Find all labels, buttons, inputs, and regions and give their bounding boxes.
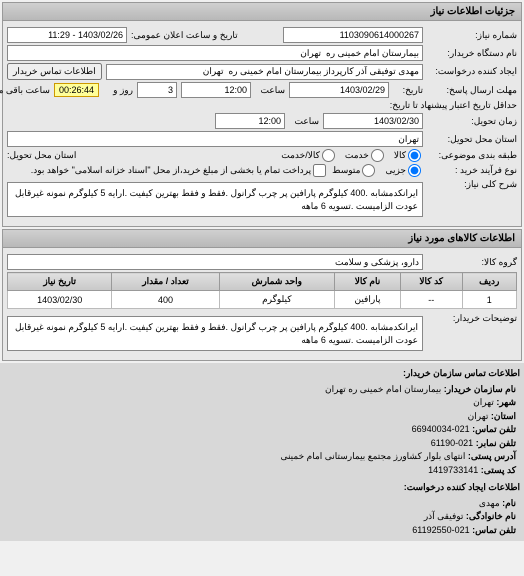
buyer-note-row: توضیحات خریدار: ایرانکدمشابه .400 کیلوگر… <box>7 313 517 354</box>
delivery-label: زمان تحویل: <box>427 116 517 127</box>
td-5: 1403/02/30 <box>8 291 112 309</box>
th-5: تاریخ نیاز <box>8 273 112 291</box>
floor-label: طبقه بندی موضوعی: <box>427 150 517 161</box>
creator-row: ایجاد کننده درخواست: اطلاعات تماس خریدار <box>7 63 517 80</box>
fax-line: تلفن نمابر: 021-61190 <box>4 437 516 451</box>
buyer-label: نام دستگاه خریدار: <box>427 48 517 59</box>
phone-line: تلفن تماس: 021-66940034 <box>4 423 516 437</box>
days-unit: روز و <box>103 85 133 96</box>
purchase-radio-1[interactable] <box>408 164 421 177</box>
table-row[interactable]: 1 -- پارافین کیلوگرم 400 1403/02/30 <box>8 291 517 309</box>
buyer-field[interactable] <box>7 45 423 61</box>
contact-section: اطلاعات تماس سازمان خریدار: نام سازمان خ… <box>0 363 524 541</box>
address-line: آدرس پستی: انتهای بلوار کشاورز مجتمع بیم… <box>4 450 516 464</box>
td-3: کیلوگرم <box>219 291 334 309</box>
floor-radio-1[interactable] <box>408 149 421 162</box>
family-line: نام خانوادگی: توفیقی آذر <box>4 510 516 524</box>
td-1: -- <box>401 291 462 309</box>
delivery-time-label: ساعت <box>289 116 319 127</box>
remaining-label: ساعت باقی مانده <box>0 85 50 96</box>
from-label: تاریخ: <box>393 85 423 96</box>
postal-line: کد پستی: 1419733141 <box>4 464 516 478</box>
desc-box: ایرانکدمشابه .400 کیلوگرم پارافین پر چرب… <box>7 182 423 217</box>
location-label: استان محل تحویل: <box>427 134 517 145</box>
request-no-label: شماره نیاز: <box>427 30 517 41</box>
deadline-time[interactable] <box>181 82 251 98</box>
goods-table: ردیف کد کالا نام کالا واحد شمارش تعداد /… <box>7 272 517 309</box>
deadline-label: مهلت ارسال پاسخ: <box>427 85 517 96</box>
buyer-note-label: توضیحات خریدار: <box>427 313 517 324</box>
td-4: 400 <box>112 291 219 309</box>
goods-panel: اطلاعات کالاهای مورد نیاز گروه کالا: ردی… <box>2 229 522 361</box>
contact-button[interactable]: اطلاعات تماس خریدار <box>7 63 102 80</box>
contact-title-1: اطلاعات تماس سازمان خریدار: <box>4 367 520 381</box>
floor-radio-group: کالا خدمت کالا/خدمت <box>281 149 423 162</box>
payment-checkbox[interactable] <box>313 164 326 177</box>
goods-body: گروه کالا: ردیف کد کالا نام کالا واحد شم… <box>3 248 521 360</box>
th-2: نام کالا <box>334 273 400 291</box>
delivery-date[interactable] <box>323 113 423 129</box>
floor-radio-2[interactable] <box>371 149 384 162</box>
deadline-row: مهلت ارسال پاسخ: تاریخ: ساعت روز و 00:26… <box>7 82 517 98</box>
credit-label: حداقل تاریخ اعتبار پیشنهاد تا تاریخ: <box>367 100 517 111</box>
request-no-field[interactable] <box>283 27 423 43</box>
desc-label: شرح کلی نیاز: <box>427 179 517 190</box>
buyer-row: نام دستگاه خریدار: <box>7 45 517 61</box>
group-label: گروه کالا: <box>427 257 517 268</box>
goods-title: اطلاعات کالاهای مورد نیاز <box>3 230 521 248</box>
time-label: ساعت <box>255 85 285 96</box>
province-line: استان: تهران <box>4 410 516 424</box>
purchase-radio-group: جزیی متوسط <box>332 164 423 177</box>
payment-check-label[interactable]: پرداخت تمام یا بخشی از مبلغ خرید،از محل … <box>31 164 328 177</box>
purchase-opt1-label[interactable]: جزیی <box>385 164 423 177</box>
request-row: شماره نیاز: تاریخ و ساعت اعلان عمومی: <box>7 27 517 43</box>
td-2: پارافین <box>334 291 400 309</box>
floor-opt2-label[interactable]: خدمت <box>345 149 386 162</box>
creator-label: ایجاد کننده درخواست: <box>427 66 517 77</box>
floor-opt3-label[interactable]: کالا/خدمت <box>281 149 337 162</box>
org-line: نام سازمان خریدار: بیمارستان امام خمینی … <box>4 383 516 397</box>
days-field <box>137 82 177 98</box>
panel-body: شماره نیاز: تاریخ و ساعت اعلان عمومی: نا… <box>3 21 521 226</box>
countdown: 00:26:44 <box>54 83 99 97</box>
floor-row: طبقه بندی موضوعی: کالا خدمت کالا/خدمت اس… <box>7 149 517 162</box>
th-4: تعداد / مقدار <box>112 273 219 291</box>
floor-radio-3[interactable] <box>322 149 335 162</box>
delivery-place-label: استان محل تحویل: <box>7 150 76 161</box>
purchase-opt2-label[interactable]: متوسط <box>332 164 377 177</box>
credit-row: حداقل تاریخ اعتبار پیشنهاد تا تاریخ: <box>7 100 517 111</box>
purchase-label: نوع فرآیند خرید : <box>427 165 517 176</box>
phone2-line: تلفن تماس: 021-61192550 <box>4 524 516 538</box>
city-line: شهر: تهران <box>4 396 516 410</box>
location-row: استان محل تحویل: <box>7 131 517 147</box>
creator-field[interactable] <box>106 64 423 80</box>
table-header-row: ردیف کد کالا نام کالا واحد شمارش تعداد /… <box>8 273 517 291</box>
deadline-date[interactable] <box>289 82 389 98</box>
delivery-time[interactable] <box>215 113 285 129</box>
purchase-radio-2[interactable] <box>362 164 375 177</box>
group-row: گروه کالا: <box>7 254 517 270</box>
panel-title: جزئیات اطلاعات نیاز <box>3 3 521 21</box>
buyer-note-box: ایرانکدمشابه .400 کیلوگرم پارافین پر چرب… <box>7 316 423 351</box>
floor-opt1-label[interactable]: کالا <box>394 149 423 162</box>
announce-label: تاریخ و ساعت اعلان عمومی: <box>131 30 238 41</box>
group-field[interactable] <box>7 254 423 270</box>
th-3: واحد شمارش <box>219 273 334 291</box>
delivery-row: زمان تحویل: ساعت <box>7 113 517 129</box>
purchase-row: نوع فرآیند خرید : جزیی متوسط پرداخت تمام… <box>7 164 517 177</box>
main-panel: جزئیات اطلاعات نیاز شماره نیاز: تاریخ و … <box>2 2 522 227</box>
th-0: ردیف <box>462 273 517 291</box>
th-1: کد کالا <box>401 273 462 291</box>
contact-title-2: اطلاعات ایجاد کننده درخواست: <box>4 481 520 495</box>
desc-row: شرح کلی نیاز: ایرانکدمشابه .400 کیلوگرم … <box>7 179 517 220</box>
location-field[interactable] <box>7 131 423 147</box>
name-line: نام: مهدی <box>4 497 516 511</box>
td-0: 1 <box>462 291 517 309</box>
announce-field[interactable] <box>7 27 127 43</box>
